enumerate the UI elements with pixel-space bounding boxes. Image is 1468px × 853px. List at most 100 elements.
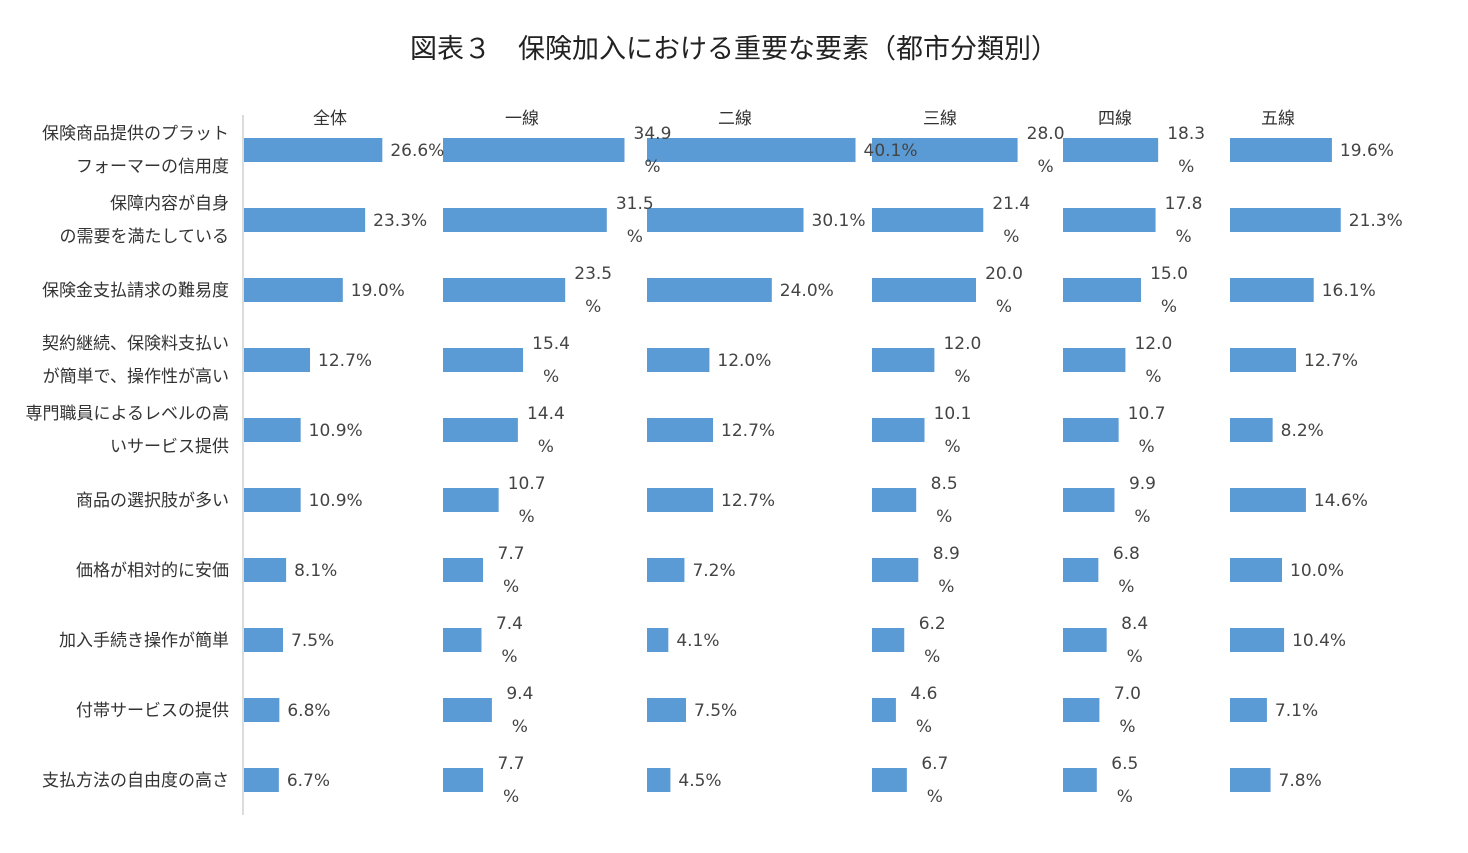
bar-0-3 <box>244 348 311 372</box>
data-label-line: % <box>519 507 535 527</box>
bar-1-3 <box>443 348 524 372</box>
bar-4-2 <box>1063 278 1141 302</box>
data-label-1-9: 7.7% <box>498 754 525 807</box>
category-label-7: 加入手続き操作が簡単 <box>59 631 229 651</box>
data-label-2-9: 4.5% <box>678 771 721 791</box>
bar-3-5 <box>872 488 917 512</box>
data-label-line: % <box>1178 157 1194 177</box>
bar-2-1 <box>647 208 804 232</box>
data-label-line: % <box>1145 367 1161 387</box>
bar-1-9 <box>443 768 484 792</box>
data-label-5-3: 12.7% <box>1304 351 1358 371</box>
data-label-line: % <box>1038 157 1054 177</box>
data-label-3-0: 28.0% <box>1027 124 1065 177</box>
series-header-4: 四線 <box>1098 109 1132 129</box>
bar-5-8 <box>1230 698 1267 722</box>
bar-3-2 <box>872 278 976 302</box>
category-label-2: 保険金支払請求の難易度 <box>42 281 229 301</box>
chart-title: 図表３ 保険加入における重要な要素（都市分類別） <box>410 34 1058 65</box>
bar-5-2 <box>1230 278 1314 302</box>
data-label-line: % <box>938 577 954 597</box>
category-label-1: 保障内容が自身の需要を満たしている <box>60 194 230 247</box>
data-label-3-4: 10.1% <box>934 404 972 457</box>
data-label-line: % <box>503 787 519 807</box>
data-label-2-3: 12.0% <box>717 351 771 371</box>
bar-2-6 <box>647 558 685 582</box>
bar-2-4 <box>647 418 714 442</box>
data-label-line: 7.7 <box>498 544 525 564</box>
category-label-line: 支払方法の自由度の高さ <box>42 771 229 791</box>
data-label-line: % <box>503 577 519 597</box>
data-label-line: 21.4 <box>992 194 1030 214</box>
data-label-line: 4.6 <box>910 684 937 704</box>
data-label-line: % <box>1118 577 1134 597</box>
category-label-line: の需要を満たしている <box>60 227 230 247</box>
data-label-5-1: 21.3% <box>1349 211 1403 231</box>
data-label-line: 17.8 <box>1165 194 1203 214</box>
data-label-line: % <box>944 437 960 457</box>
data-label-4-6: 6.8% <box>1113 544 1140 597</box>
bar-3-8 <box>872 698 896 722</box>
data-label-1-6: 7.7% <box>498 544 525 597</box>
bar-1-5 <box>443 488 499 512</box>
data-label-line: % <box>1175 227 1191 247</box>
data-label-line: 12.0 <box>943 334 981 354</box>
bar-1-0 <box>443 138 625 162</box>
data-label-5-0: 19.6% <box>1340 141 1394 161</box>
category-label-4: 専門職員によるレベルの高いサービス提供 <box>26 404 230 457</box>
data-label-line: % <box>1161 297 1177 317</box>
data-label-line: % <box>627 227 643 247</box>
bar-4-8 <box>1063 698 1100 722</box>
data-label-line: 6.7 <box>921 754 948 774</box>
data-label-line: % <box>501 647 517 667</box>
category-label-0: 保険商品提供のプラットフォーマーの信用度 <box>42 124 229 177</box>
data-label-line: 10.7 <box>1128 404 1166 424</box>
data-label-line: % <box>1003 227 1019 247</box>
bar-3-1 <box>872 208 984 232</box>
data-label-line: 31.5 <box>616 194 654 214</box>
data-label-4-5: 9.9% <box>1129 474 1156 527</box>
data-label-line: % <box>924 647 940 667</box>
data-label-line: % <box>927 787 943 807</box>
data-label-line: 23.5 <box>574 264 612 284</box>
data-label-1-0: 34.9% <box>634 124 672 177</box>
bar-0-2 <box>244 278 343 302</box>
data-label-0-5: 10.9% <box>309 491 363 511</box>
bar-2-2 <box>647 278 772 302</box>
bar-2-7 <box>647 628 669 652</box>
data-label-line: % <box>1127 647 1143 667</box>
data-label-5-6: 10.0% <box>1290 561 1344 581</box>
data-label-3-5: 8.5% <box>931 474 958 527</box>
data-label-line: 28.0 <box>1027 124 1065 144</box>
data-label-2-2: 24.0% <box>780 281 834 301</box>
bar-5-1 <box>1230 208 1341 232</box>
data-label-line: 9.9 <box>1129 474 1156 494</box>
category-label-line: 保険金支払請求の難易度 <box>42 281 229 301</box>
data-label-line: % <box>916 717 932 737</box>
bar-4-3 <box>1063 348 1126 372</box>
data-label-1-3: 15.4% <box>532 334 570 387</box>
data-label-2-0: 40.1% <box>864 141 918 161</box>
data-label-line: % <box>644 157 660 177</box>
data-label-4-7: 8.4% <box>1121 614 1148 667</box>
bar-0-7 <box>244 628 283 652</box>
category-label-8: 付帯サービスの提供 <box>76 701 229 721</box>
data-label-1-4: 14.4% <box>527 404 565 457</box>
category-label-line: 価格が相対的に安価 <box>76 561 229 581</box>
data-label-0-2: 19.0% <box>351 281 405 301</box>
data-label-line: 10.1 <box>934 404 972 424</box>
bar-5-3 <box>1230 348 1297 372</box>
data-label-4-3: 12.0% <box>1134 334 1172 387</box>
bar-3-0 <box>872 138 1018 162</box>
bar-5-5 <box>1230 488 1306 512</box>
data-label-line: 6.8 <box>1113 544 1140 564</box>
bar-3-3 <box>872 348 935 372</box>
bar-1-7 <box>443 628 482 652</box>
data-label-3-7: 6.2% <box>919 614 946 667</box>
bar-3-9 <box>872 768 907 792</box>
data-label-1-8: 9.4% <box>506 684 533 737</box>
data-label-3-6: 8.9% <box>933 544 960 597</box>
bar-4-6 <box>1063 558 1099 582</box>
data-label-4-8: 7.0% <box>1114 684 1141 737</box>
category-label-line: フォーマーの信用度 <box>76 157 229 177</box>
